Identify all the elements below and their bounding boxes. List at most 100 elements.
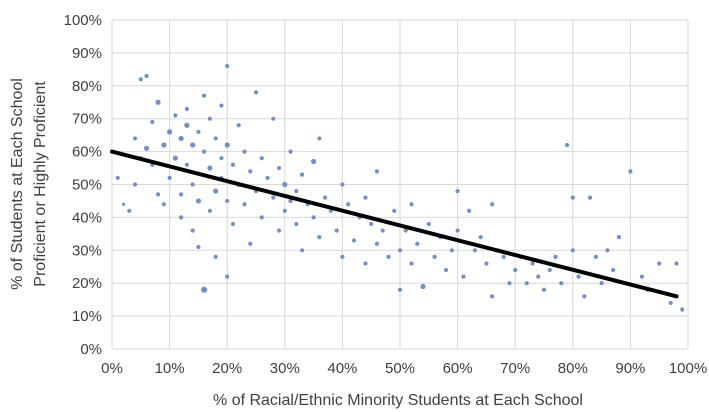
data-point	[409, 202, 414, 207]
data-point	[259, 215, 264, 220]
data-point	[582, 294, 587, 299]
data-point	[276, 165, 282, 171]
data-point	[294, 221, 299, 227]
y-tick-label: 70%	[72, 111, 102, 128]
data-point	[657, 261, 662, 266]
data-point	[190, 142, 196, 148]
data-point	[639, 274, 645, 279]
data-point	[507, 281, 512, 286]
data-point	[294, 188, 299, 194]
data-point	[484, 261, 489, 266]
x-tick-label: 20%	[212, 360, 242, 377]
data-point	[115, 175, 120, 181]
x-tick-label: 70%	[500, 360, 530, 377]
data-point	[201, 286, 208, 293]
data-point	[195, 198, 201, 204]
x-tick-label: 60%	[443, 360, 473, 377]
data-point	[559, 281, 564, 286]
y-tick-label: 0%	[80, 341, 102, 358]
gridlines	[111, 19, 689, 350]
data-point	[501, 254, 506, 259]
data-point	[374, 169, 380, 174]
y-tick-label: 40%	[72, 209, 102, 226]
data-point	[224, 142, 230, 148]
data-point	[374, 241, 380, 246]
data-point	[628, 169, 633, 174]
data-point	[334, 228, 339, 233]
data-point	[570, 195, 575, 200]
data-point	[461, 274, 466, 279]
y-axis-title-line-1: % of Students at Each School	[9, 78, 26, 290]
data-point	[380, 228, 385, 233]
data-point	[386, 254, 391, 259]
data-point	[282, 181, 288, 188]
x-tick-label: 80%	[558, 360, 588, 377]
data-point	[611, 267, 616, 273]
data-point	[455, 228, 460, 233]
data-point	[351, 238, 357, 243]
data-point	[576, 274, 581, 279]
data-point	[276, 228, 282, 233]
data-point	[288, 149, 293, 154]
data-point	[271, 116, 276, 121]
data-point	[449, 248, 454, 253]
data-point	[190, 182, 195, 187]
data-point	[420, 283, 426, 290]
x-tick-label: 90%	[615, 360, 645, 377]
data-point	[202, 93, 207, 98]
data-point	[311, 158, 317, 165]
x-axis-ticks: 0% 10% 20% 30% 40% 50% 60% 70% 80% 90% 100%	[101, 360, 707, 377]
x-tick-label: 40%	[327, 360, 357, 377]
data-point	[288, 198, 293, 204]
y-tick-label: 80%	[72, 78, 102, 95]
y-tick-label: 20%	[72, 275, 102, 292]
data-point	[184, 122, 190, 128]
data-point	[219, 103, 224, 108]
data-point	[490, 202, 495, 207]
data-point	[248, 169, 253, 174]
data-point	[311, 215, 316, 220]
data-point	[668, 300, 673, 306]
data-point	[173, 113, 178, 118]
data-point	[155, 99, 161, 105]
data-point	[397, 248, 403, 253]
data-point	[225, 63, 230, 69]
data-point	[547, 267, 552, 273]
x-tick-label: 30%	[270, 360, 300, 377]
data-point	[213, 136, 218, 141]
data-point	[132, 136, 138, 141]
data-point	[242, 202, 247, 207]
data-point	[190, 228, 195, 233]
data-point	[541, 287, 547, 292]
x-tick-label: 100%	[669, 360, 707, 377]
data-point	[616, 235, 621, 240]
data-point	[323, 195, 328, 200]
data-point	[587, 195, 593, 200]
data-point	[207, 116, 213, 121]
data-point	[132, 182, 138, 187]
data-point	[397, 287, 403, 292]
data-point	[184, 106, 189, 111]
data-point	[299, 172, 305, 177]
data-point	[524, 281, 529, 286]
data-point	[317, 235, 322, 240]
data-points	[115, 63, 685, 312]
data-point	[230, 162, 236, 167]
x-tick-label: 10%	[155, 360, 185, 377]
data-point	[179, 192, 184, 197]
data-point	[155, 192, 161, 197]
data-point	[455, 188, 460, 194]
data-point	[196, 244, 201, 250]
data-point	[443, 267, 449, 273]
data-point	[178, 135, 184, 142]
data-point	[207, 165, 213, 171]
data-point	[184, 162, 189, 167]
data-point	[207, 208, 213, 213]
data-point	[143, 145, 150, 151]
data-point	[513, 267, 518, 273]
data-point	[161, 202, 166, 207]
data-point	[236, 123, 241, 128]
data-point	[225, 274, 230, 279]
data-point	[213, 188, 219, 194]
